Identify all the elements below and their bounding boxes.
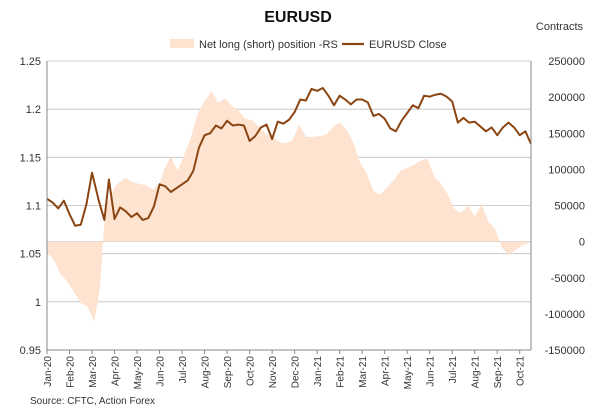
position-area-layer (47, 91, 529, 322)
x-tick-label: Jun-21 (426, 356, 437, 387)
position-area (47, 91, 529, 322)
legend: Net long (short) position -RS EURUSD Clo… (170, 39, 447, 51)
right-tick-label: -100000 (545, 309, 585, 321)
x-tick-label: Jun-20 (156, 356, 167, 387)
left-tick-label: 0.95 (20, 345, 41, 357)
x-tick-label: Mar-20 (88, 356, 99, 388)
x-tick-label: Nov-20 (268, 356, 279, 389)
plot-frame (46, 61, 532, 351)
x-tick-label: Jul-20 (178, 356, 189, 384)
x-tick-label: Jul-21 (448, 356, 459, 384)
x-tick-label: Apr-20 (111, 356, 122, 386)
left-tick-label: 1.05 (20, 249, 41, 261)
left-tick-label: 1.15 (20, 152, 41, 164)
right-axis-ticks: -150000 -100000 -50000 0 50000 100000 150000 20… (545, 56, 585, 357)
x-tick-label: May-21 (403, 356, 414, 390)
eurusd-line-layer (46, 86, 532, 227)
right-tick-label: 150000 (548, 128, 585, 140)
left-tick-label: 1.25 (20, 56, 41, 68)
x-tick-label: Aug-20 (201, 356, 212, 389)
left-tick-label: 1 (35, 297, 41, 309)
right-tick-label: 200000 (548, 92, 585, 104)
x-tick-label: May-20 (133, 356, 144, 390)
x-axis-ticks: Jan-20 Feb-20 Mar-20 Apr-20 May-20 Jun-20 Jul-… (43, 350, 527, 389)
right-tick-label: -50000 (551, 273, 585, 285)
right-tick-label: 0 (579, 237, 585, 249)
x-tick-label: Jan-20 (43, 356, 54, 387)
right-tick-label: 250000 (548, 56, 585, 68)
x-tick-label: Oct-21 (516, 356, 527, 386)
right-tick-label: 50000 (554, 201, 585, 213)
x-tick-label: Sep-20 (223, 356, 234, 389)
x-tick-label: Mar-21 (358, 356, 369, 388)
x-tick-label: Jan-21 (313, 356, 324, 387)
legend-label-area: Net long (short) position -RS (199, 39, 338, 51)
x-tick-label: Apr-21 (381, 356, 392, 386)
chart-title: EURUSD (264, 9, 332, 26)
left-tick-label: 1.2 (26, 104, 41, 116)
right-axis-label: Contracts (536, 21, 584, 33)
right-tick-label: 100000 (548, 164, 585, 176)
x-tick-label: Feb-20 (66, 356, 77, 388)
left-axis-ticks: 0.95 1 1.05 1.1 1.15 1.2 1.25 (20, 56, 41, 357)
eurusd-line (46, 86, 532, 227)
source-note: Source: CFTC, Action Forex (30, 396, 155, 407)
legend-swatch-area (170, 39, 194, 48)
x-tick-label: Dec-20 (291, 356, 302, 389)
x-tick-label: Oct-20 (246, 356, 257, 386)
x-tick-label: Aug-21 (471, 356, 482, 389)
x-tick-label: Feb-21 (336, 356, 347, 388)
right-tick-label: -150000 (545, 345, 585, 357)
left-tick-label: 1.1 (26, 201, 41, 213)
x-tick-label: Sep-21 (493, 356, 504, 389)
legend-label-line: EURUSD Close (369, 39, 447, 51)
